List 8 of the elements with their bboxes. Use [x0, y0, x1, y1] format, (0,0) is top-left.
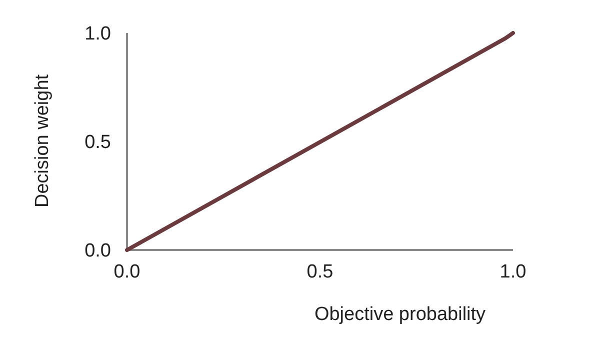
x-tick-label: 1.0 [500, 261, 526, 282]
x-axis-title: Objective probability [314, 304, 486, 325]
y-axis-title: Decision weight [32, 74, 53, 208]
x-tick-label: 0.0 [114, 261, 140, 282]
y-tick-label: 1.0 [84, 24, 111, 45]
y-tick-label: 0.0 [84, 240, 111, 262]
x-tick-label: 0.5 [306, 261, 334, 282]
y-tick-label: 0.5 [84, 132, 111, 154]
